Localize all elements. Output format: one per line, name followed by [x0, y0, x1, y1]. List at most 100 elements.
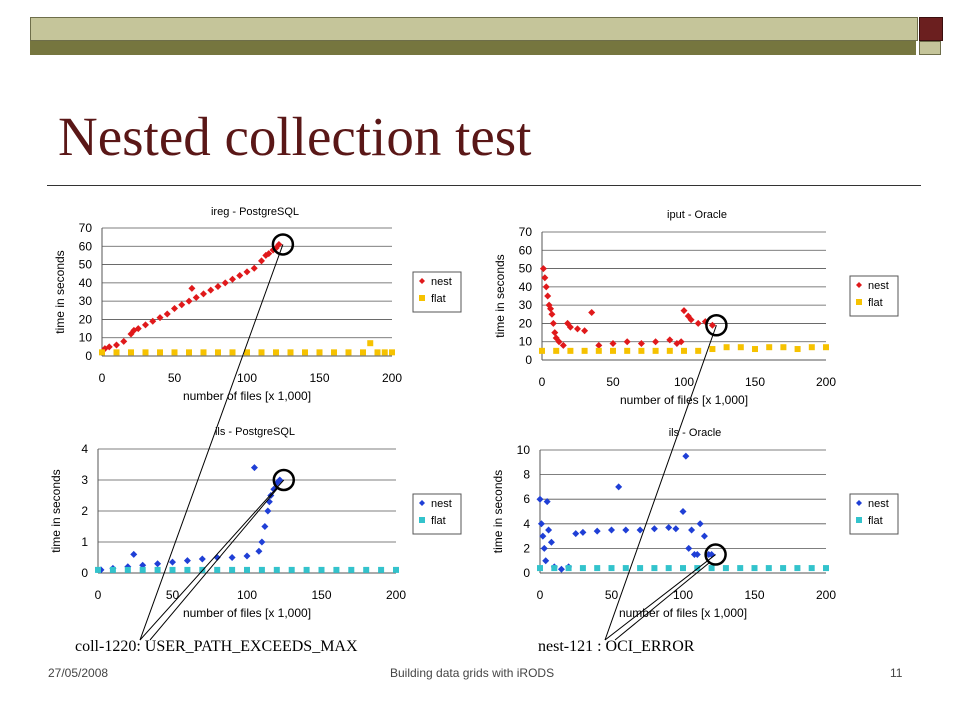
data-point-nest: [688, 526, 696, 534]
data-point-nest: [540, 544, 548, 552]
data-point-nest: [539, 265, 547, 273]
data-point-flat: [244, 566, 250, 573]
y-tick-label: 40: [519, 280, 533, 294]
x-tick-label: 150: [311, 588, 331, 602]
y-tick-label: 0: [523, 566, 530, 580]
y-tick-label: 70: [519, 225, 533, 239]
page-number: 11: [890, 666, 903, 680]
y-tick-label: 50: [519, 262, 533, 276]
data-point-flat: [184, 566, 191, 573]
data-point-flat: [113, 349, 120, 356]
data-point-nest: [243, 552, 251, 560]
data-point-flat: [244, 349, 250, 356]
data-point-nest: [536, 495, 544, 503]
data-point-nest: [130, 550, 138, 558]
data-point-nest: [264, 507, 272, 515]
footer-date: 27/05/2008: [48, 666, 109, 680]
data-point-nest: [142, 321, 149, 329]
x-axis-label: number of files [x 1,000]: [619, 606, 747, 620]
data-point-flat: [823, 565, 829, 572]
callout-line: [604, 554, 716, 641]
data-point-nest: [595, 341, 603, 349]
data-point-nest: [685, 544, 693, 552]
legend-marker: [856, 500, 862, 506]
data-point-nest: [609, 340, 617, 348]
y-tick-label: 0: [85, 349, 92, 363]
data-point-flat: [567, 347, 574, 354]
data-point-nest: [679, 508, 687, 515]
x-tick-label: 150: [744, 588, 764, 602]
data-point-nest: [183, 557, 191, 565]
x-tick-label: 50: [168, 371, 182, 385]
data-point-nest: [593, 527, 601, 535]
data-point-nest: [693, 551, 701, 559]
data-point-flat: [553, 347, 560, 354]
data-point-nest: [236, 272, 244, 280]
y-tick-label: 30: [79, 294, 93, 308]
x-tick-label: 0: [539, 375, 546, 389]
data-point-flat: [780, 565, 787, 572]
data-point-nest: [665, 523, 673, 531]
data-point-nest: [243, 268, 251, 276]
y-tick-label: 60: [79, 239, 93, 253]
data-point-flat: [273, 566, 280, 573]
data-point-nest: [581, 327, 589, 335]
y-tick-label: 2: [523, 541, 530, 555]
data-point-flat: [637, 565, 644, 572]
y-tick-label: 8: [523, 468, 530, 482]
data-point-nest: [198, 555, 206, 563]
data-point-flat: [273, 349, 279, 356]
data-point-nest: [650, 525, 658, 533]
data-point-nest: [708, 321, 716, 329]
data-point-nest: [276, 476, 284, 484]
x-tick-label: 0: [95, 588, 102, 602]
data-point-nest: [113, 341, 120, 349]
data-point-nest: [221, 279, 229, 287]
x-tick-label: 200: [386, 588, 406, 602]
data-point-flat: [823, 344, 829, 351]
data-point-flat: [737, 565, 744, 572]
data-point-nest: [700, 532, 708, 540]
y-tick-label: 6: [523, 492, 530, 506]
data-point-nest: [207, 286, 215, 294]
slide-title: Nested collection test: [58, 106, 532, 167]
data-point-nest: [547, 305, 555, 313]
data-point-nest: [171, 304, 178, 312]
data-point-flat: [318, 566, 325, 573]
data-point-nest: [566, 323, 574, 331]
y-tick-label: 60: [519, 243, 533, 257]
data-point-nest: [169, 558, 176, 566]
data-point-nest: [542, 283, 550, 291]
title-divider: [47, 185, 921, 186]
data-point-nest: [547, 538, 555, 546]
legend-label: nest: [868, 280, 889, 292]
x-tick-label: 0: [537, 588, 544, 602]
legend-marker: [419, 278, 425, 284]
data-point-nest: [265, 250, 273, 258]
data-point-nest: [192, 293, 200, 301]
y-axis-label: time in seconds: [491, 470, 505, 553]
data-point-flat: [367, 340, 374, 347]
data-point-flat: [124, 566, 131, 573]
data-point-flat: [594, 565, 601, 572]
y-tick-label: 20: [519, 316, 533, 330]
data-point-flat: [565, 565, 572, 572]
chart-title: ils - Oracle: [669, 427, 722, 439]
data-point-nest: [261, 523, 269, 530]
data-point-nest: [188, 284, 196, 292]
x-tick-label: 100: [237, 588, 257, 602]
data-point-nest: [559, 341, 567, 349]
data-point-nest: [622, 526, 630, 534]
data-point-flat: [258, 349, 265, 356]
data-point-nest: [214, 283, 222, 291]
data-point-flat: [331, 349, 337, 356]
legend-marker: [419, 517, 425, 523]
data-point-nest: [258, 257, 265, 265]
data-point-nest: [134, 325, 142, 333]
data-point-flat: [139, 566, 146, 573]
y-axis-label: time in seconds: [49, 469, 63, 552]
data-point-flat: [229, 349, 236, 356]
data-point-flat: [751, 565, 758, 572]
data-point-flat: [99, 349, 105, 356]
data-point-nest: [542, 557, 550, 565]
